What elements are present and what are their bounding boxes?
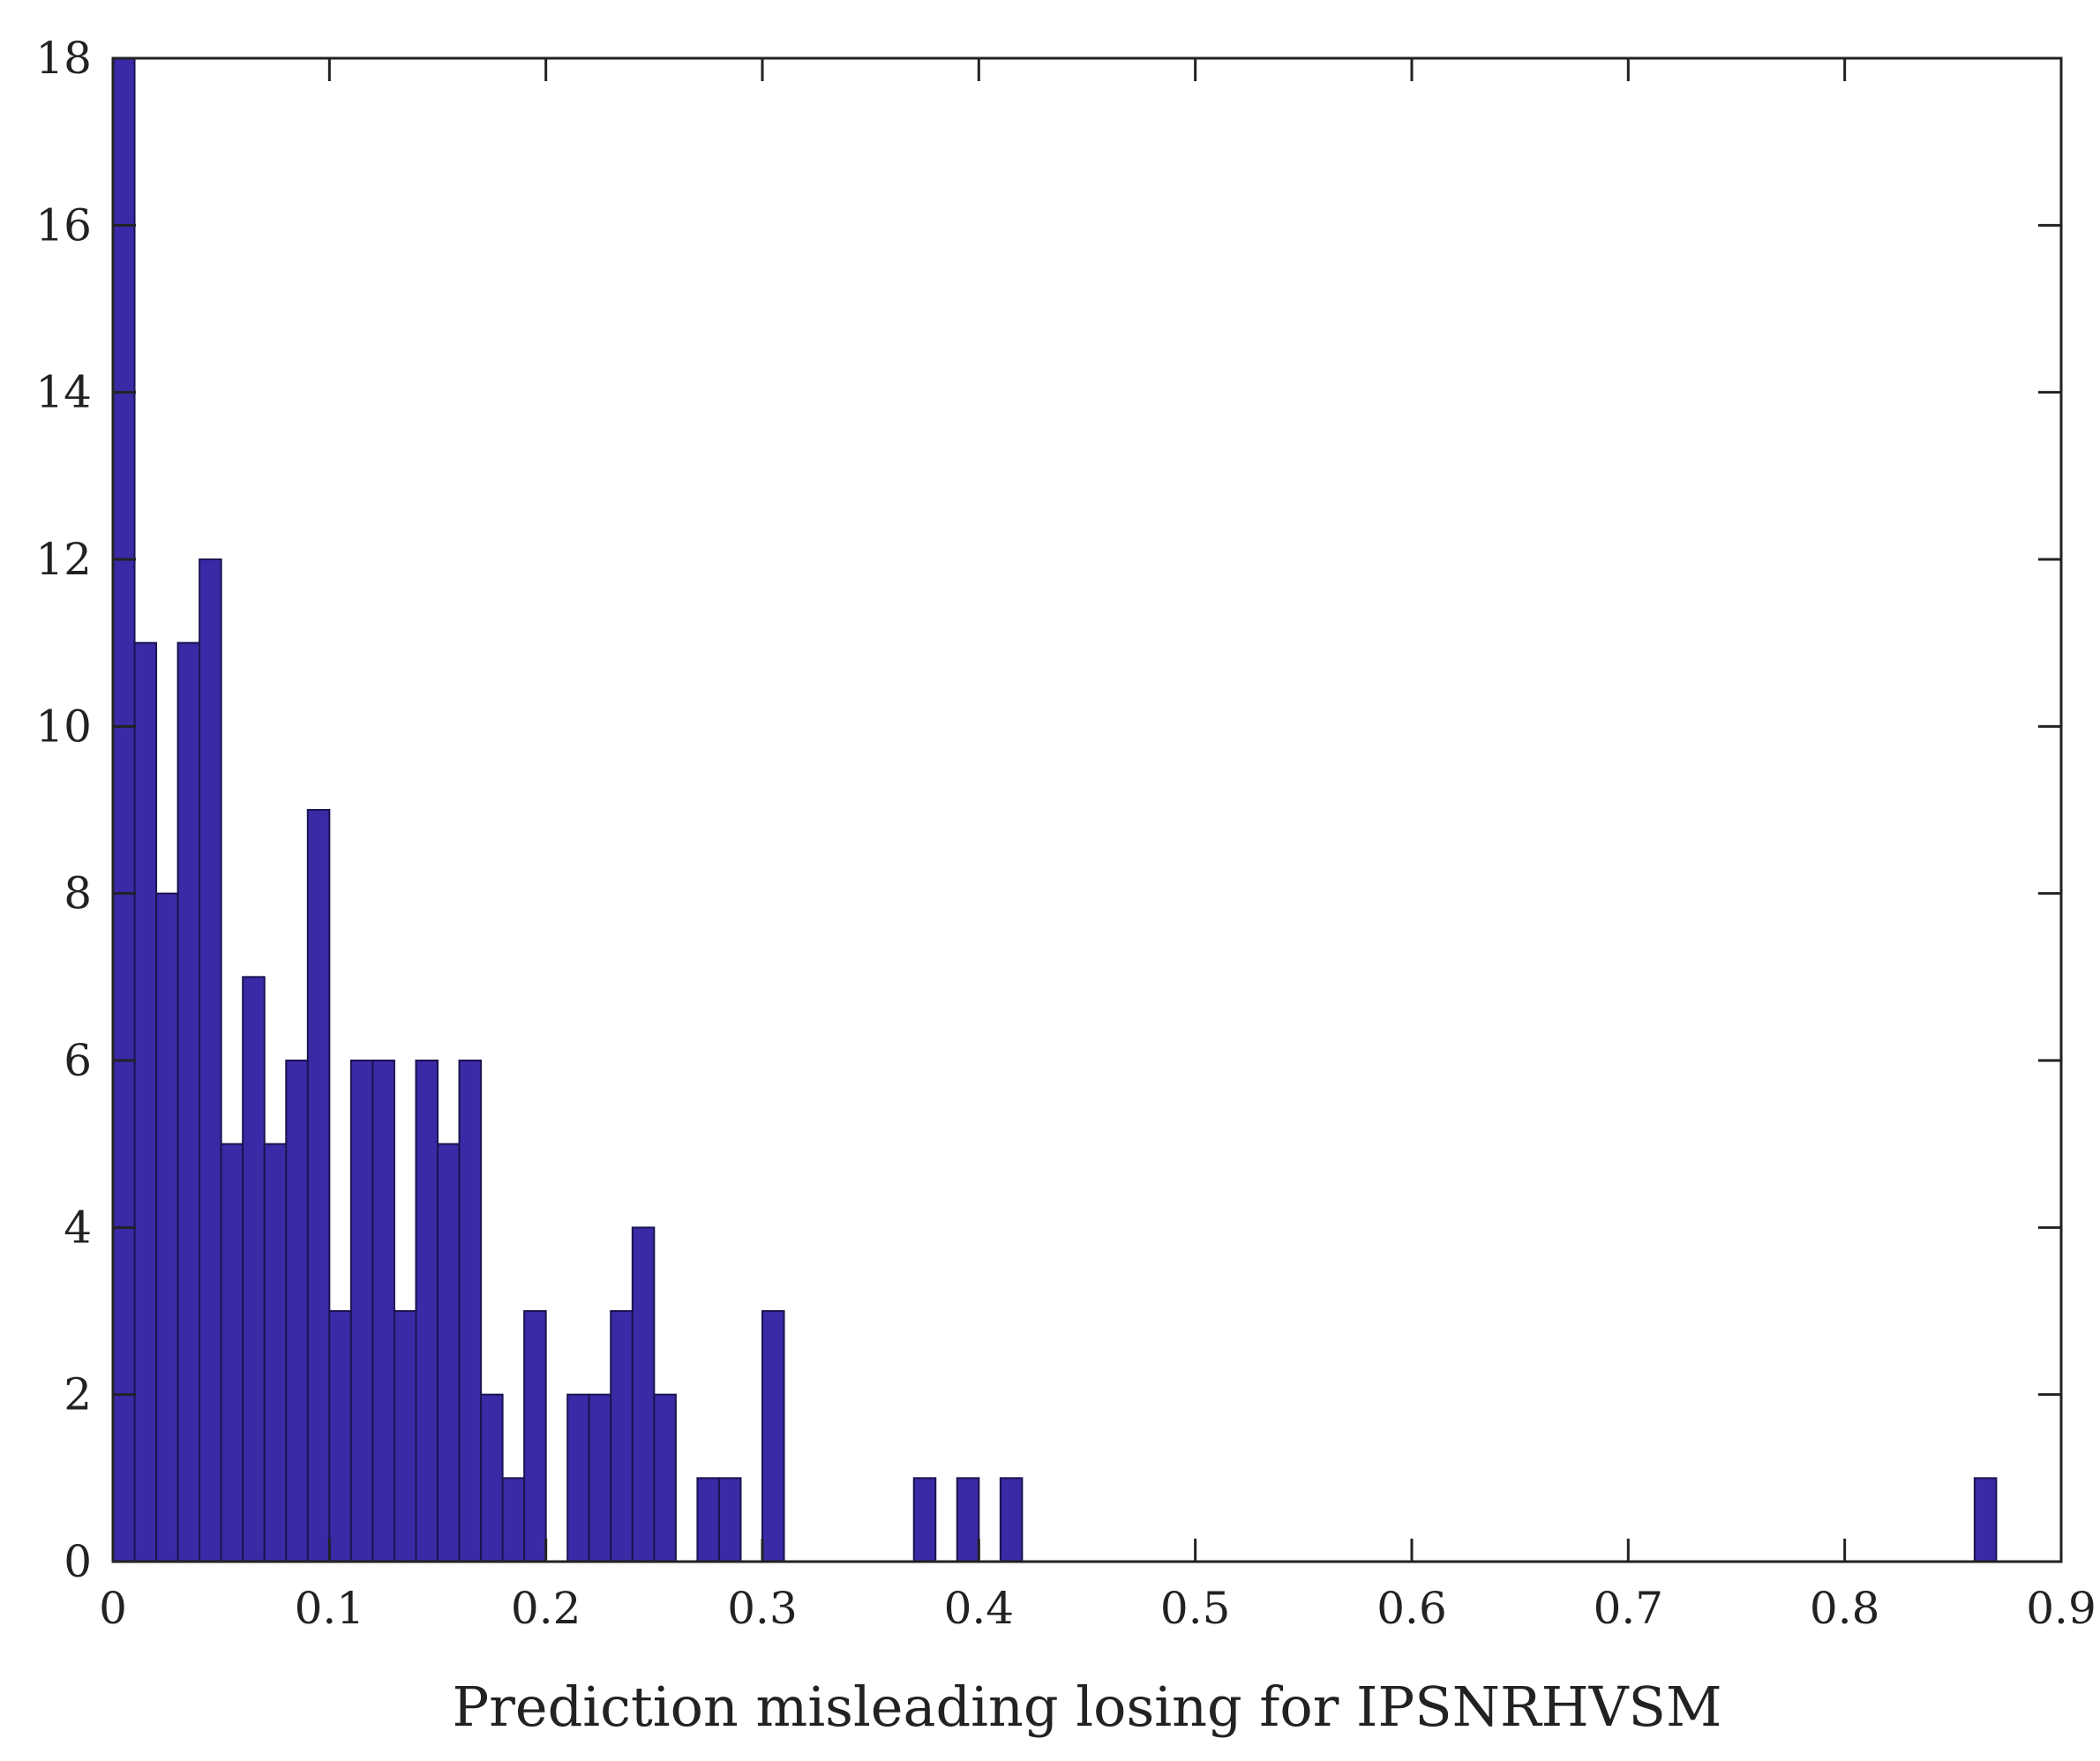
histogram-bar (523, 1310, 547, 1562)
histogram-bar (501, 1477, 526, 1563)
y-tick-label: 8 (64, 868, 92, 919)
x-tick-label: 0.2 (511, 1583, 581, 1634)
histogram-bar (242, 976, 266, 1563)
histogram-bars (112, 57, 1998, 1563)
histogram-bar (155, 892, 179, 1562)
x-tick-label: 0 (99, 1583, 127, 1634)
y-tick-label: 10 (35, 701, 92, 752)
x-tick-label: 0.6 (1376, 1583, 1447, 1634)
histogram-bar (133, 641, 158, 1563)
histogram-bar (112, 57, 136, 1562)
histogram-bar (349, 1060, 374, 1562)
histogram-bar (761, 1310, 785, 1562)
histogram-bar (912, 1477, 937, 1563)
histogram-bar (610, 1310, 634, 1562)
histogram-bar (458, 1060, 483, 1562)
x-axis-label: Prediction misleading losing for IPSNRHV… (453, 1675, 1722, 1739)
x-tick-label: 0.5 (1160, 1583, 1231, 1634)
y-tick-labels: 0 2 4 6 8 10 12 14 16 18 (35, 33, 92, 1587)
y-tick-label: 6 (64, 1035, 92, 1086)
x-tick-label: 0.8 (1810, 1583, 1880, 1634)
x-tick-labels: 0 0.1 0.2 0.3 0.4 0.5 0.6 0.7 0.8 0.9 (99, 1583, 2096, 1634)
x-tick-label: 0.9 (2026, 1583, 2096, 1634)
histogram-bar (999, 1477, 1024, 1563)
histogram-bar (437, 1143, 461, 1562)
y-tick-label: 0 (64, 1536, 92, 1587)
x-tick-label: 0.1 (295, 1583, 365, 1634)
histogram-bar (306, 809, 331, 1562)
histogram-bar (371, 1060, 395, 1562)
histogram-bar (717, 1477, 742, 1563)
histogram-bar (566, 1393, 590, 1562)
plot-frame (111, 56, 2063, 1563)
x-tick-label: 0.3 (727, 1583, 798, 1634)
histogram-bar (328, 1310, 352, 1562)
y-tick-label: 16 (35, 199, 92, 251)
y-tick-label: 14 (35, 367, 92, 418)
x-tick-label: 0.4 (944, 1583, 1015, 1634)
histogram-bar (1973, 1477, 1998, 1563)
y-tick-label: 12 (35, 534, 92, 585)
histogram-bar (956, 1477, 980, 1563)
axis-ticks (111, 56, 2063, 1563)
histogram-bar (220, 1143, 244, 1562)
histogram-bar (631, 1226, 656, 1563)
histogram-bar (653, 1393, 677, 1562)
histogram-bar (588, 1393, 612, 1562)
y-tick-label: 2 (64, 1369, 92, 1420)
histogram-bar (696, 1477, 720, 1563)
histogram-bar (480, 1393, 504, 1562)
histogram-bar (199, 558, 222, 1562)
y-tick-label: 4 (64, 1202, 92, 1253)
y-tick-label: 18 (35, 33, 92, 84)
histogram-bar (393, 1310, 417, 1562)
x-tick-label: 0.7 (1594, 1583, 1664, 1634)
histogram-bar (285, 1060, 309, 1562)
histogram-bar (415, 1060, 439, 1562)
histogram-bar (263, 1143, 288, 1562)
histogram-bar (176, 641, 201, 1563)
